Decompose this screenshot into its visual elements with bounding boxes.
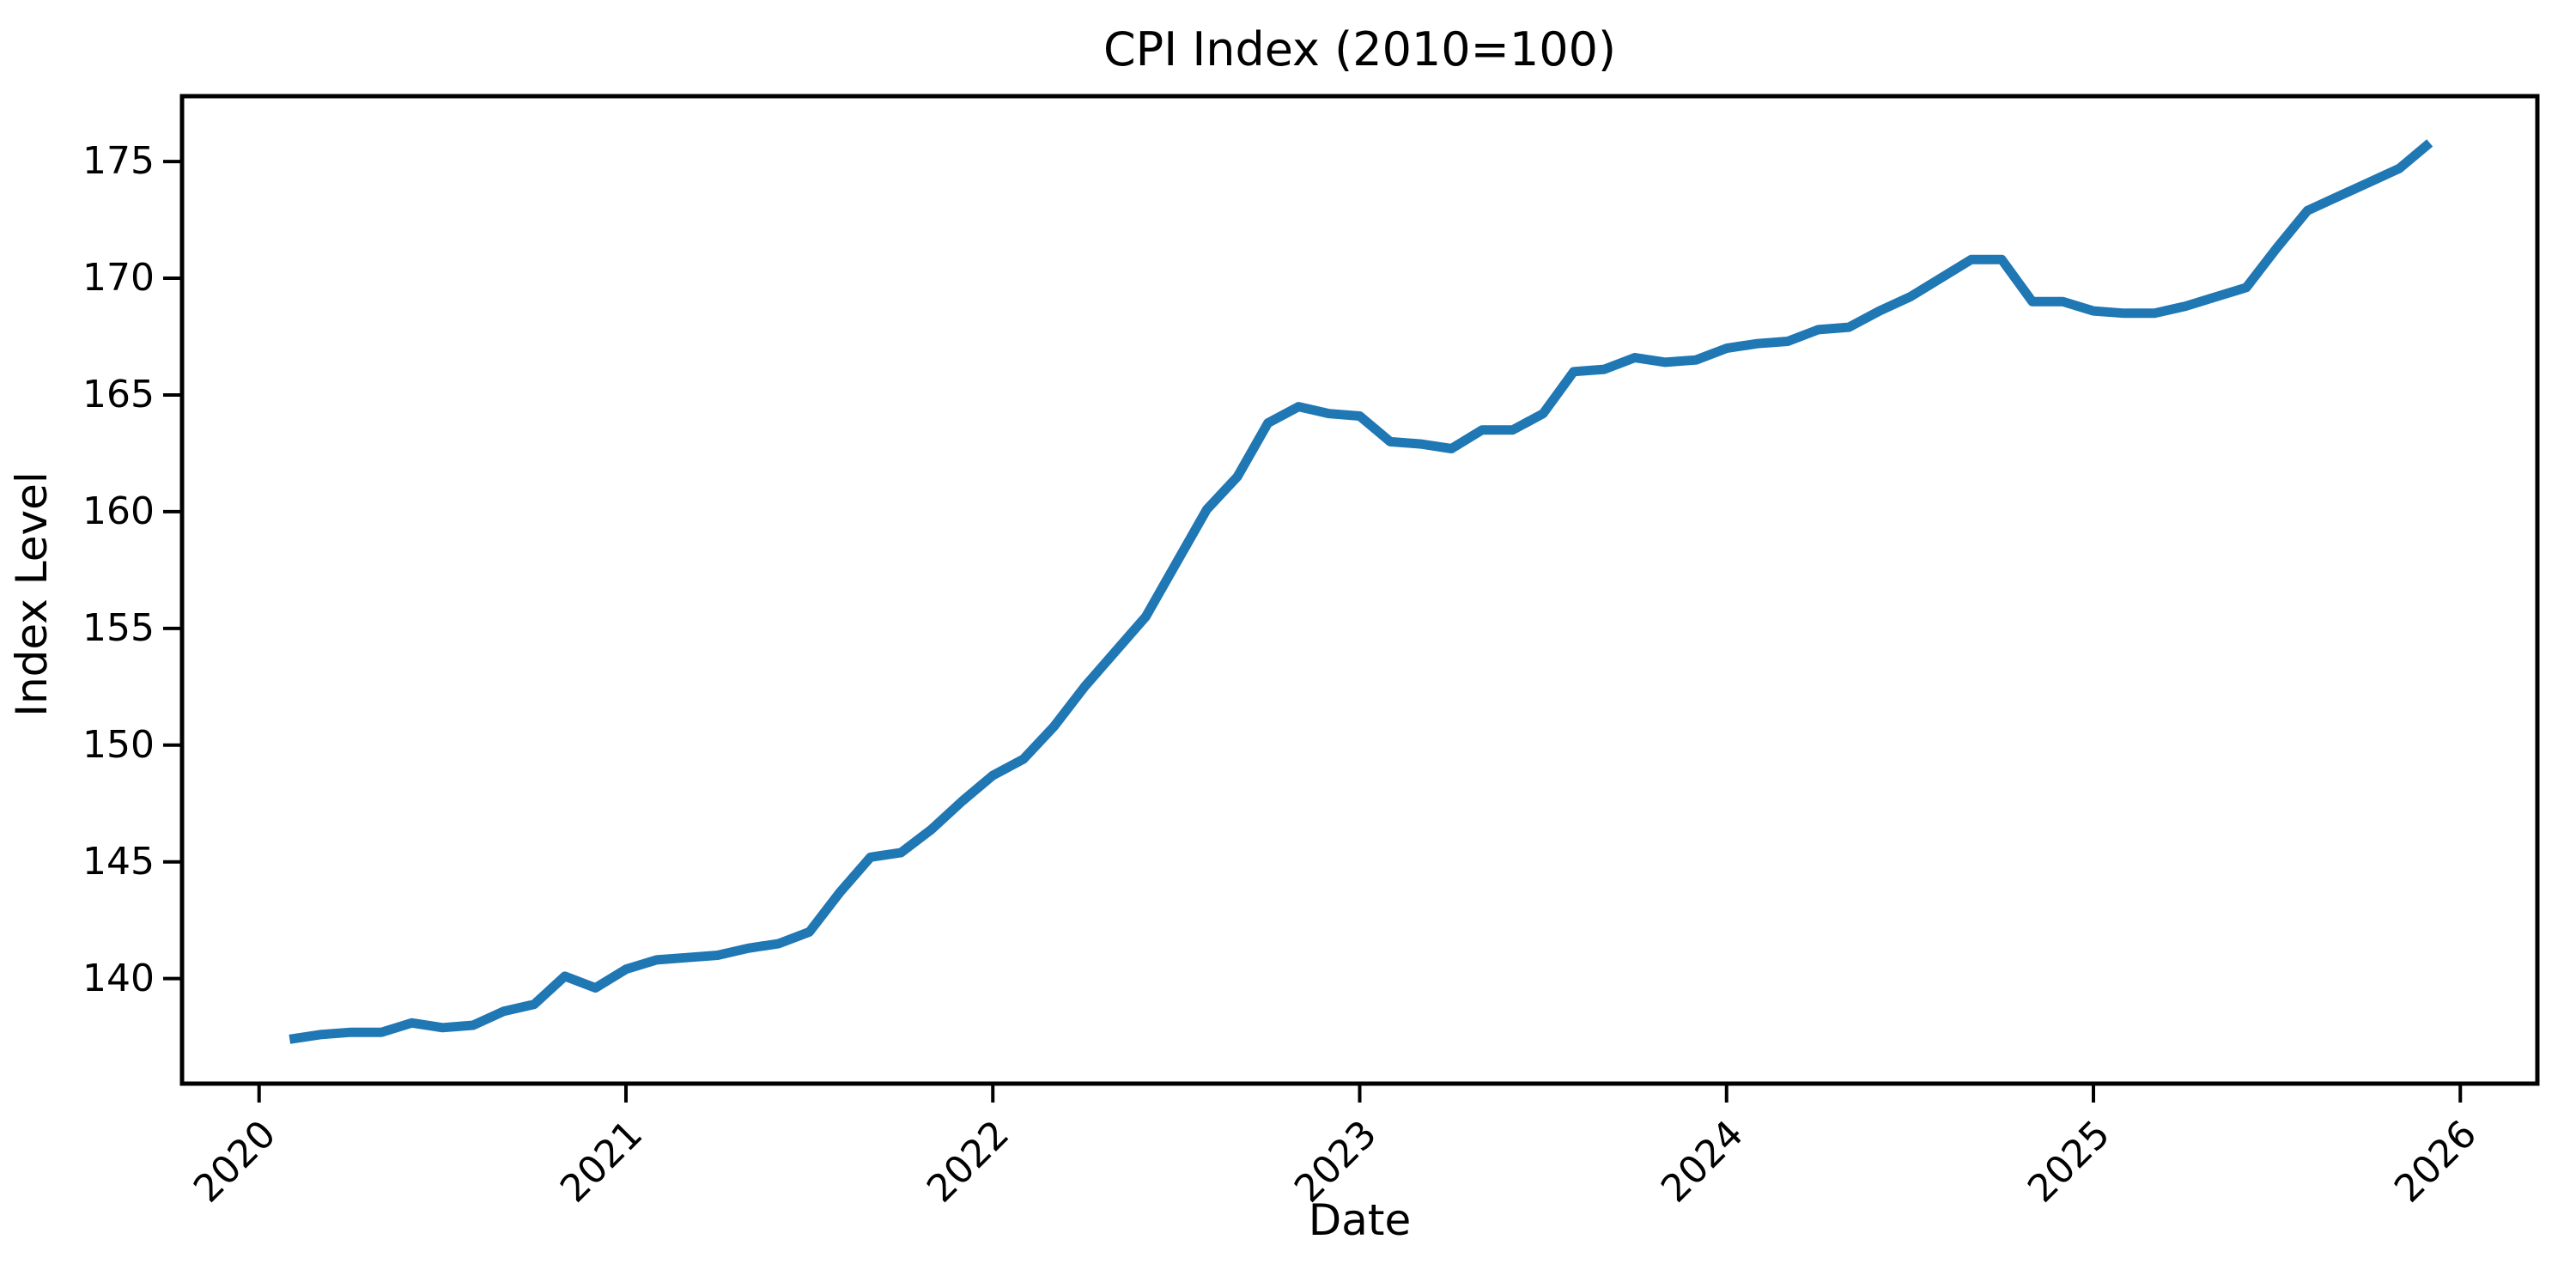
- plot-frame: [179, 94, 2540, 1086]
- cpi-series-line: [289, 139, 2433, 1044]
- y-tick-label: 175: [82, 139, 155, 184]
- x-axis-label: Date: [1308, 1195, 1412, 1245]
- y-tick-label: 160: [82, 489, 155, 533]
- y-tick-label: 155: [82, 605, 155, 650]
- y-axis-label: Index Level: [7, 471, 57, 717]
- chart-title: CPI Index (2010=100): [1103, 22, 1617, 76]
- y-tick-label: 145: [82, 839, 155, 884]
- y-tick-label: 170: [82, 256, 155, 301]
- y-tick-label: 140: [82, 956, 155, 1000]
- y-tick-label: 150: [82, 722, 155, 767]
- y-tick-label: 165: [82, 372, 155, 416]
